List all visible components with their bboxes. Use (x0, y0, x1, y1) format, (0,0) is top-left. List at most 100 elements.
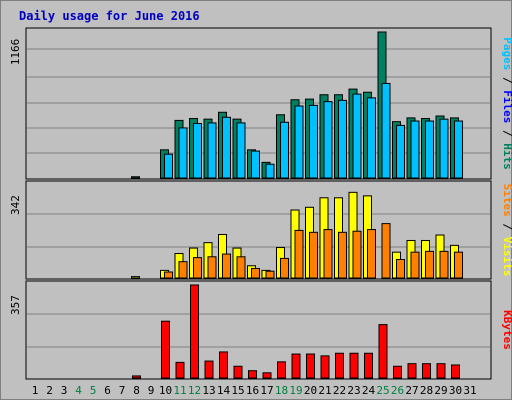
bar-kbytes-day-24 (364, 352, 373, 379)
bar-files-day-12 (193, 123, 202, 179)
bar-kbytes-day-13 (204, 360, 214, 379)
x-tick-day-24: 24 (362, 384, 376, 397)
x-tick-day-2: 2 (46, 384, 53, 397)
bar-files-day-28 (425, 120, 434, 179)
bar-kbytes-day-23 (349, 352, 359, 379)
bar-sites-day-21 (323, 229, 333, 279)
legend-entry: / (501, 123, 512, 143)
bar-kbytes-day-26 (393, 365, 402, 379)
x-tick-day-13: 13 (202, 384, 215, 397)
legend-sites-visits: Sites / Visits (501, 184, 512, 277)
bar-hits-day-8 (131, 176, 140, 179)
bar-files-day-19 (294, 105, 304, 179)
bar-sites-day-11 (178, 261, 188, 279)
x-tick-day-14: 14 (217, 384, 231, 397)
bar-files-day-21 (323, 101, 333, 179)
x-tick-day-21: 21 (318, 384, 331, 397)
panel-kbytes (25, 280, 492, 380)
bar-kbytes-day-8 (132, 375, 141, 379)
bar-files-day-25 (381, 82, 391, 179)
bar-files-day-10 (164, 153, 173, 179)
x-tick-day-7: 7 (119, 384, 126, 397)
bar-sites-day-13 (207, 256, 217, 279)
bar-kbytes-day-21 (320, 355, 330, 379)
x-tick-day-11: 11 (173, 384, 186, 397)
bar-kbytes-day-27 (407, 363, 417, 379)
bar-files-day-27 (410, 120, 420, 179)
y-max-label-kbytes: 357 (9, 295, 22, 315)
bar-kbytes-day-18 (277, 361, 286, 379)
x-tick-day-9: 9 (148, 384, 155, 397)
bar-kbytes-day-19 (291, 353, 301, 379)
x-tick-day-22: 22 (333, 384, 346, 397)
bar-kbytes-day-17 (262, 372, 272, 379)
bar-kbytes-day-29 (436, 363, 446, 379)
bar-kbytes-day-30 (451, 364, 460, 379)
bar-sites-day-10 (164, 271, 173, 279)
x-tick-day-4: 4 (75, 384, 82, 397)
x-tick-day-18: 18 (275, 384, 288, 397)
bar-files-day-22 (338, 99, 347, 179)
legend-kbytes: KBytes (501, 310, 512, 350)
bar-sites-day-20 (309, 231, 318, 279)
x-tick-day-12: 12 (188, 384, 201, 397)
bar-files-day-16 (251, 150, 260, 179)
bar-sites-day-26 (396, 259, 405, 279)
x-tick-day-29: 29 (434, 384, 447, 397)
bar-sites-day-28 (425, 250, 434, 279)
chart-title: Daily usage for June 2016 (19, 9, 200, 23)
legend-entry: KBytes (501, 310, 512, 350)
bar-sites-day-18 (280, 257, 289, 279)
bar-sites-day-30 (454, 251, 463, 279)
bar-sites-day-15 (236, 256, 246, 279)
bar-kbytes-day-25 (378, 324, 388, 379)
x-tick-day-15: 15 (231, 384, 244, 397)
x-tick-day-16: 16 (246, 384, 259, 397)
legend-entry: Sites (501, 184, 512, 217)
bar-sites-day-12 (193, 257, 202, 279)
x-tick-day-19: 19 (289, 384, 302, 397)
bar-files-day-15 (236, 122, 246, 179)
legend-entry: Visits (501, 237, 512, 277)
legend-entry: Files (501, 90, 512, 123)
bar-sites-day-14 (222, 253, 231, 279)
bar-files-day-20 (309, 104, 318, 179)
bar-sites-day-16 (251, 267, 260, 279)
legend-entry: / (501, 70, 512, 90)
legend-entry: / (501, 217, 512, 237)
bar-files-day-26 (396, 124, 405, 179)
bar-files-day-24 (367, 97, 376, 179)
x-tick-day-28: 28 (420, 384, 433, 397)
bar-kbytes-day-15 (233, 365, 243, 379)
bar-sites-day-17 (265, 270, 275, 279)
legend-pages-files-hits: Pages / Files / Hits (501, 37, 512, 170)
bar-sites-day-24 (367, 229, 376, 279)
x-tick-day-17: 17 (260, 384, 273, 397)
bar-files-day-14 (222, 116, 231, 179)
bar-sites-day-29 (439, 250, 449, 279)
x-tick-day-6: 6 (104, 384, 111, 397)
bar-kbytes-day-12 (190, 284, 199, 379)
x-tick-day-1: 1 (32, 384, 39, 397)
legend-entry: Hits (501, 143, 512, 170)
bar-files-day-13 (207, 122, 217, 179)
bar-kbytes-day-22 (335, 352, 344, 379)
legend-entry: Pages (501, 37, 512, 70)
x-tick-day-26: 26 (391, 384, 404, 397)
x-tick-day-25: 25 (376, 384, 389, 397)
bar-files-day-18 (280, 121, 289, 179)
x-tick-day-30: 30 (449, 384, 462, 397)
y-max-label-pages-files-hits: 1166 (9, 39, 22, 66)
x-tick-day-23: 23 (347, 384, 360, 397)
bar-kbytes-day-16 (248, 370, 257, 379)
x-tick-day-5: 5 (90, 384, 97, 397)
bar-files-day-17 (265, 163, 275, 179)
bar-kbytes-day-28 (422, 363, 431, 379)
bar-kbytes-day-20 (306, 353, 315, 379)
x-tick-day-31: 31 (463, 384, 476, 397)
bar-kbytes-day-10 (161, 320, 170, 379)
bar-files-day-11 (178, 127, 188, 179)
x-tick-day-3: 3 (61, 384, 68, 397)
